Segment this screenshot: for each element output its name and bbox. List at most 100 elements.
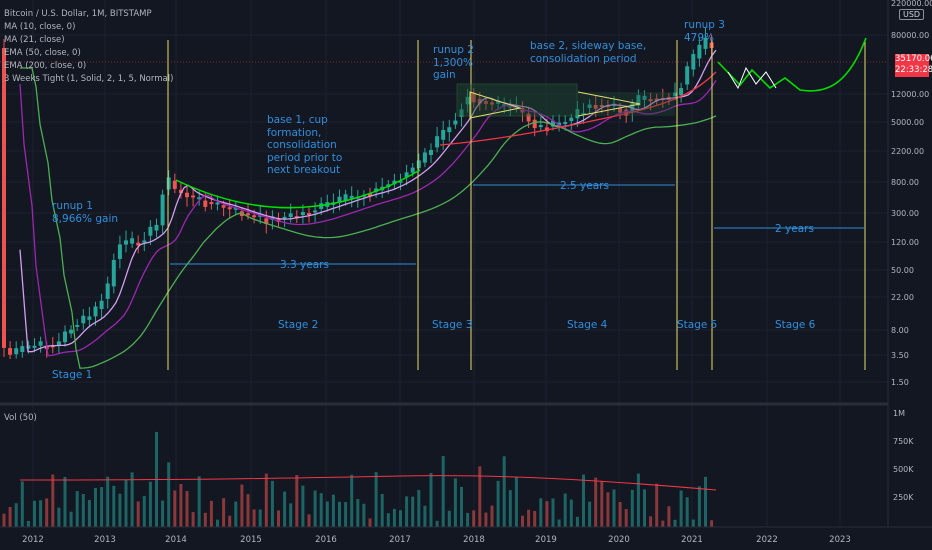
base1-line5: next breakout [267,164,341,176]
volume-bar [203,512,207,527]
candle-body [160,194,165,226]
candle-body [264,218,269,225]
price-tick-label: 800.00 [891,178,919,187]
candle-body [483,101,488,104]
candle-body [99,300,104,309]
candle-body [246,213,250,216]
candle-body [20,346,25,353]
volume-bar [673,519,677,527]
volume-bar [411,496,415,527]
time-tick-label: 2021 [681,535,703,545]
candle-body [392,180,397,185]
ema50-line [20,67,717,369]
candle-body [398,180,403,183]
volume-bar [124,479,128,527]
volume-bar [283,491,287,527]
volume-bar [405,496,409,527]
projection-curve [717,37,867,92]
candle-body [404,172,409,178]
volume-bar [466,512,470,527]
candle-body [191,195,196,198]
volume-bar [191,512,195,527]
volume-bar [453,478,457,527]
volume-bar [69,511,73,527]
candle-body [26,345,31,349]
moving-averages [19,49,717,491]
time-tick-label: 2014 [165,535,187,545]
candle-body [124,240,128,245]
candle-body [429,149,433,155]
volume-bar [478,466,482,527]
candle-body [221,205,226,208]
indicator-ma21[interactable]: MA (21, close) [4,35,65,45]
time-tick-label: 2012 [22,535,44,545]
price-tick-label: 8.00 [891,326,909,335]
indicator-3-weeks-tight[interactable]: 3 Weeks Tight (1, Solid, 2, 1, 5, Normal… [4,74,174,84]
candle-body [154,224,159,231]
price-tick-label: 2200.00 [891,147,924,156]
runup2-line3: gain [433,69,456,81]
stage-4-label: Stage 4 [567,319,608,331]
volume-bar [344,502,348,527]
volume-bar [240,484,244,527]
volume-bar [704,476,707,527]
volume-bar [209,500,213,527]
volume-bar [142,495,146,527]
volume-bar [606,492,610,527]
volume-bar [161,500,165,527]
current-price-tag: 35170.06 22:33:28 [895,54,932,77]
base1-line2: formation, [267,126,322,139]
volume-bar [26,520,30,527]
volume-bar [508,490,512,527]
duration-2-years: 2 years [775,223,814,235]
volume-pane-label[interactable]: Vol (50) [4,413,37,423]
volume-bar [112,485,116,527]
volume-bar [624,509,628,527]
base1-line1: base 1, cup [267,114,328,126]
candle-body [69,329,74,334]
volume-bar [179,484,183,527]
candle-body [422,152,427,163]
time-tick-label: 2020 [608,535,630,545]
candle-body [563,122,568,125]
runup3-line2: 479% [684,31,715,44]
price-tick-label: 22.00 [891,293,914,302]
time-tick-label: 2013 [94,535,116,545]
duration-3-3-years: 3.3 years [280,259,329,271]
candle-body [551,120,555,127]
volume-tick-label: 250K [893,493,914,502]
candle-body [148,226,153,236]
candle-body [93,306,98,317]
volume-bar [643,489,646,527]
candle-body [349,195,354,199]
volume-bar [429,472,433,527]
candle-body [209,202,214,205]
candle-body [282,216,287,219]
indicator-ema50[interactable]: EMA (50, close, 0) [4,48,81,58]
candle-body [477,98,482,104]
candle-body [410,167,415,173]
volume-bar [264,473,268,527]
volume-bar [270,480,274,527]
indicator-ma10[interactable]: MA (10, close, 0) [4,22,76,32]
volume-bar [331,494,335,527]
volume-bar [81,494,85,527]
volume-bar [575,516,579,527]
volume-bar [258,509,262,527]
currency-label[interactable]: USD [899,9,925,20]
candle-body [673,92,677,97]
candle-body [685,66,690,85]
symbol-title[interactable]: Bitcoin / U.S. Dollar, 1M, BITSTAMP [4,9,152,19]
candle-body [587,104,592,108]
volume-bar [63,476,67,527]
indicator-ema200[interactable]: EMA (200, close, 0) [4,61,87,71]
price-tick-label: 300.00 [891,209,919,218]
volume-bar [697,486,701,527]
stage-6-label: Stage 6 [775,319,816,331]
volume-bar [679,490,683,527]
candle-body [142,240,147,243]
volume-bar [118,493,122,527]
volume-bar [356,498,360,527]
